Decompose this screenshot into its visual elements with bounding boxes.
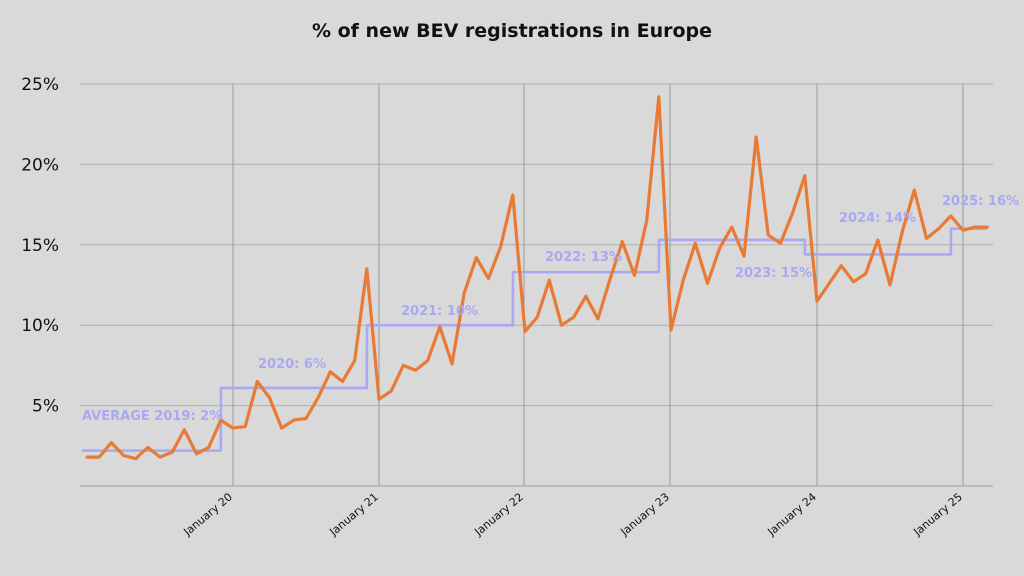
y-tick-label: 25% [21,75,59,95]
x-tick-label: January 22 [471,490,525,539]
y-tick-label: 5% [32,397,59,417]
average-label-2020: 2020: 6% [258,357,326,372]
y-tick-label: 20% [21,155,59,175]
average-label-2019: AVERAGE 2019: 2% [82,409,222,424]
average-label-2024: 2024: 14% [839,211,916,226]
x-tick-label: January 20 [180,490,234,539]
average-label-2022: 2022: 13% [545,250,622,265]
chart-title: % of new BEV registrations in Europe [311,20,713,42]
series-monthly-line [85,95,989,461]
average-label-2021: 2021: 10% [401,304,478,319]
y-tick-label: 10% [21,316,59,336]
y-tick-label: 15% [21,236,59,256]
x-tick-label: January 24 [764,490,818,539]
x-tick-label: January 23 [617,490,671,539]
average-label-2025: 2025: 16% [942,194,1019,209]
average-label-2023: 2023: 15% [735,266,812,281]
x-tick-label: January 25 [910,490,964,539]
x-tick-label: January 21 [326,490,380,539]
series-annual-average-line [82,227,988,452]
